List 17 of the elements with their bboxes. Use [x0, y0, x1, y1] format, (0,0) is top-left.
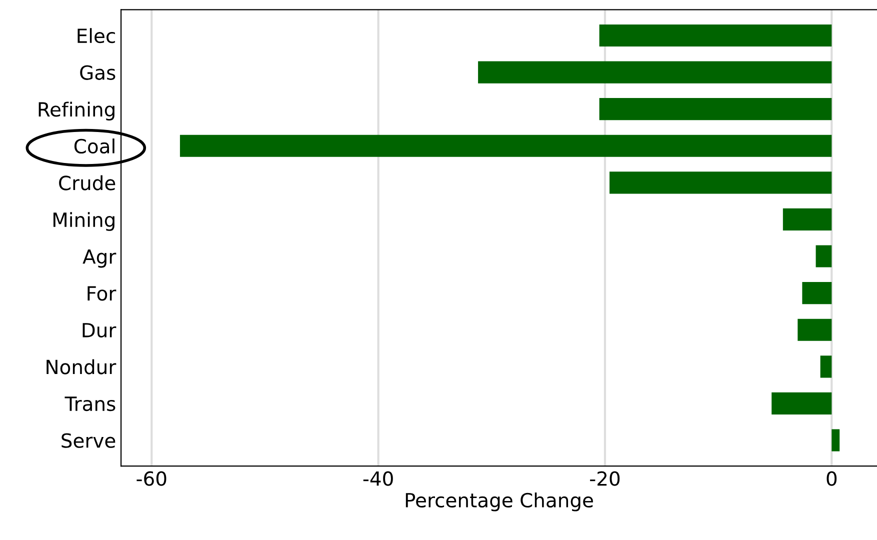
x-axis-title: Percentage Change	[406, 492, 593, 512]
y-tick-label: Refining	[38, 102, 114, 121]
y-tick-label: Mining	[54, 212, 114, 231]
y-tick-label: Crude	[59, 175, 116, 190]
y-tick-label: Gas	[80, 65, 116, 80]
y-tick-label: Nondur	[46, 359, 116, 374]
y-tick-label: Dur	[82, 323, 116, 338]
x-tick-label: -60	[136, 471, 166, 486]
y-tick-label: Trans	[64, 396, 116, 412]
y-tick-label: Elec	[78, 28, 115, 44]
y-tick-label: Serve	[62, 433, 116, 448]
x-tick-label: -20	[590, 471, 620, 486]
x-tick-label: -40	[363, 471, 393, 486]
y-tick-label: For	[88, 286, 116, 301]
y-tick-label: Coal	[74, 138, 114, 154]
y-tick-label: Agr	[82, 249, 116, 268]
x-tick-label: 0	[826, 471, 837, 486]
